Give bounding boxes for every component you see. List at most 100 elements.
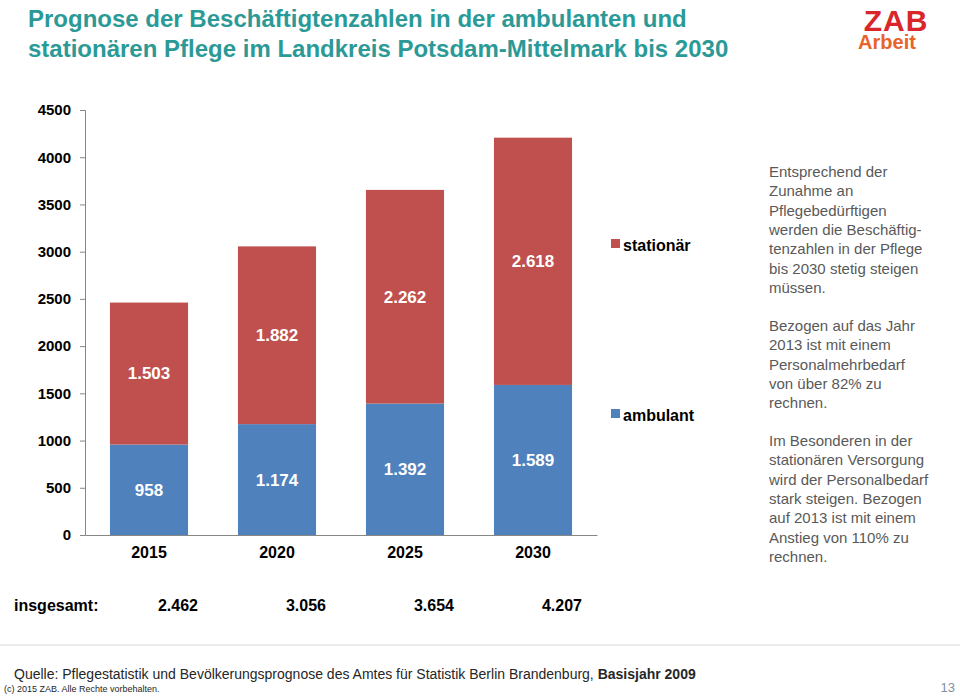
x-tick-label: 2025	[387, 544, 423, 561]
annotation: Entsprechend der Zunahme an Pflegebedürfti…	[768, 163, 922, 296]
y-tick-label: 2500	[38, 290, 71, 307]
bar	[494, 138, 572, 385]
annotation-line: auf 2013 ist mit einem	[769, 509, 916, 526]
y-tick-label: 2000	[38, 337, 71, 354]
chart: 0 500 1000 1500 2000 2500 3000 3500 4000 4500 2015…	[0, 0, 960, 696]
total-value: 2.462	[158, 597, 198, 614]
y-tick-mark	[80, 346, 85, 347]
annotation-line: von über 82% zu	[769, 375, 882, 392]
annotation-line: 2013 ist mit einem	[769, 336, 891, 353]
y-tick: 3000	[38, 243, 85, 260]
annotation-line: rechnen.	[769, 394, 827, 411]
annotation-line: rechnen.	[769, 548, 827, 565]
annotation-line: werden die Beschäftig-	[768, 221, 922, 238]
x-tick-label: 2015	[131, 544, 167, 561]
bar	[494, 385, 572, 535]
y-tick: 500	[46, 479, 85, 496]
x-tick-label: 2020	[259, 544, 295, 561]
totals: insgesamt: 2.462 3.056 3.654 4.207	[14, 597, 582, 614]
y-tick-mark	[80, 252, 85, 253]
bars	[110, 138, 572, 535]
y-tick-label: 500	[46, 479, 71, 496]
annotation-line: wird der Personalbedarf	[768, 471, 929, 488]
annotation-line: müssen.	[769, 279, 826, 296]
annotation-line: bis 2030 stetig steigen	[769, 260, 918, 277]
y-tick: 4000	[38, 149, 85, 166]
y-tick-label: 3000	[38, 243, 71, 260]
x-axis: 2015 2020 2025 2030	[86, 536, 598, 562]
y-tick-mark	[80, 157, 85, 158]
annotation-line: stark steigen. Bezogen	[769, 490, 922, 507]
y-tick: 2500	[38, 290, 85, 307]
annotations: Entsprechend der Zunahme an Pflegebedürfti…	[768, 163, 929, 565]
bar	[238, 246, 316, 424]
bar	[366, 404, 444, 535]
total-value: 3.056	[286, 597, 326, 614]
y-axis-line	[80, 111, 86, 536]
data-label: 1.503	[128, 364, 171, 383]
bar	[366, 190, 444, 404]
source: Quelle: Pflegestatistik und Bevölkerungs…	[14, 666, 696, 682]
x-tick: 2020	[259, 544, 295, 561]
y-tick-mark	[80, 393, 85, 394]
legend-swatch	[611, 239, 620, 248]
y-tick-mark	[80, 110, 85, 111]
x-tick: 2025	[387, 544, 423, 561]
y-tick-mark	[80, 488, 85, 489]
x-tick: 2015	[131, 544, 167, 561]
y-tick-label: 4000	[38, 149, 71, 166]
source-part: Basisjahr 2009	[598, 666, 696, 682]
y-tick-label: 0	[63, 526, 71, 543]
title: Prognose der Beschäftigtenzahlen in der …	[28, 4, 788, 64]
data-label: 2.618	[512, 252, 555, 271]
legend-entry: stationär	[611, 237, 691, 254]
legend: stationär ambulant	[611, 237, 695, 424]
annotation: Im Besonderen in der stationären Versorgu…	[768, 432, 929, 565]
x-axis-line	[86, 535, 598, 536]
y-tick: 1500	[38, 385, 85, 402]
data-label: 1.882	[256, 326, 299, 345]
source-part: Quelle: Pflegestatistik und Bevölkerungs…	[14, 666, 598, 682]
annotation-line: Personalmehrbedarf	[769, 356, 906, 373]
y-tick: 3500	[38, 196, 85, 213]
y-tick: 4500	[38, 101, 85, 118]
annotation-line: Im Besonderen in der	[769, 432, 912, 449]
data-labels: 9581.1741.3921.5891.5031.8822.2622.618	[128, 252, 555, 499]
total-value: 4.207	[542, 597, 582, 614]
x-tick: 2030	[515, 544, 551, 561]
data-label: 1.392	[384, 460, 427, 479]
y-tick-mark	[80, 204, 85, 205]
x-tick-label: 2030	[515, 544, 551, 561]
y-tick: 0	[63, 526, 85, 543]
footer: Quelle: Pflegestatistik und Bevölkerungs…	[0, 645, 960, 695]
annotation-line: tenzahlen in der Pflege	[769, 240, 922, 257]
y-tick-label: 1000	[38, 432, 71, 449]
bar	[110, 303, 188, 445]
data-label: 1.174	[256, 471, 299, 490]
annotation-line: stationären Versorgung	[769, 451, 924, 468]
y-tick-label: 1500	[38, 385, 71, 402]
y-tick-label: 3500	[38, 196, 71, 213]
y-axis: 0 500 1000 1500 2000 2500 3000 3500 4000 4500	[38, 101, 86, 543]
bar	[238, 424, 316, 535]
page-number: 13	[941, 680, 955, 695]
annotation-line: Bezogen auf das Jahr	[769, 317, 915, 334]
legend-swatch	[611, 409, 620, 418]
annotation-line: Zunahme an	[769, 182, 853, 199]
annotation: Bezogen auf das Jahr 2013 ist mit einem Pe…	[769, 317, 915, 411]
legend-entry: ambulant	[611, 407, 695, 424]
copyright: (c) 2015 ZAB. Alle Rechte vorbehalten.	[4, 684, 160, 694]
data-label: 2.262	[384, 288, 427, 307]
annotation-line: Pflegebedürftigen	[769, 202, 887, 219]
y-tick-mark	[80, 299, 85, 300]
footer-rule	[0, 645, 960, 646]
total-value: 3.654	[414, 597, 454, 614]
data-label: 1.589	[512, 451, 555, 470]
logo-sub: Arbeit	[858, 31, 916, 53]
totals-label: insgesamt:	[14, 597, 98, 614]
logo: ZABArbeit	[858, 4, 928, 53]
annotation-line: Anstieg von 110% zu	[769, 529, 909, 546]
annotation-line: Entsprechend der	[769, 163, 887, 180]
y-tick-mark	[80, 441, 85, 442]
y-tick-label: 4500	[38, 101, 71, 118]
